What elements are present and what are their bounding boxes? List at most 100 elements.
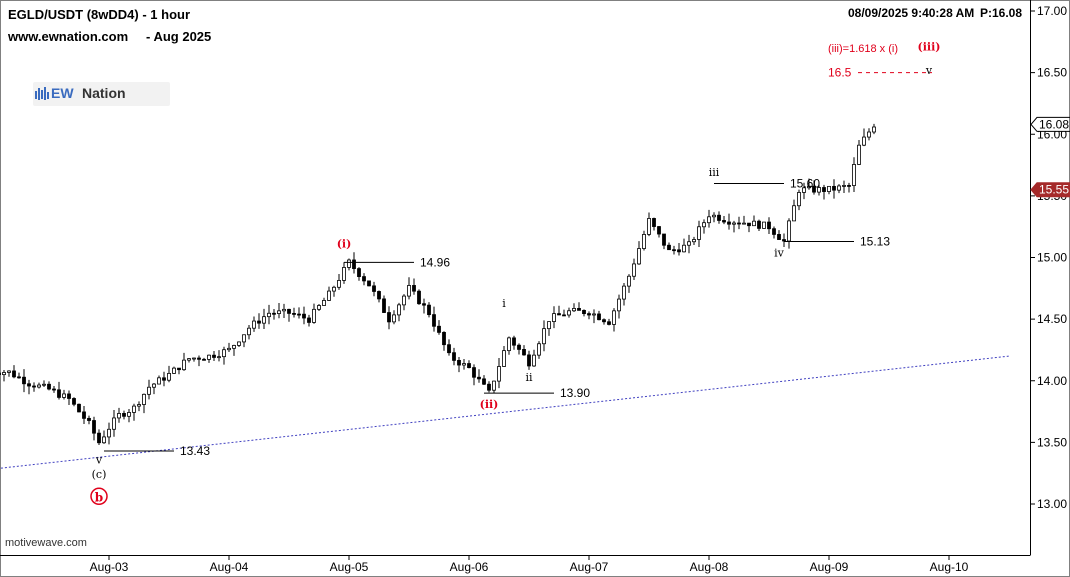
- candle-body: [357, 268, 361, 277]
- candle-body: [232, 345, 236, 349]
- candle-body: [702, 222, 706, 228]
- candle-body: [162, 377, 166, 381]
- candle-body: [307, 317, 311, 323]
- candle-body: [407, 285, 411, 297]
- candle-body: [727, 221, 731, 225]
- candle-body: [292, 313, 296, 315]
- candle-body: [477, 376, 481, 380]
- candle-body: [112, 417, 116, 430]
- candle-body: [742, 222, 746, 225]
- candle-body: [257, 320, 261, 324]
- candle-body: [2, 372, 6, 376]
- last-price-tag-label: 16.08: [1039, 117, 1069, 131]
- candle-body: [612, 310, 616, 325]
- candle-body: [117, 413, 121, 419]
- candle-body: [637, 248, 641, 265]
- candle-body: [47, 383, 51, 390]
- candle-body: [872, 126, 876, 133]
- target-formula: (iii)=1.618 x (i): [828, 43, 898, 55]
- wave-label: (i): [337, 238, 352, 251]
- logo-nation: Nation: [82, 85, 126, 101]
- candle-body: [687, 241, 691, 246]
- candle-body: [487, 383, 491, 391]
- candle-body: [317, 305, 321, 310]
- candle-body: [692, 239, 696, 243]
- candle-body: [802, 187, 806, 193]
- level-label: 13.90: [560, 386, 590, 400]
- y-tick-label: 15.00: [1037, 251, 1067, 265]
- candle-body: [312, 308, 316, 323]
- logo-ew: EW: [51, 85, 74, 101]
- candle-body: [447, 344, 451, 354]
- candle-body: [782, 239, 786, 242]
- candle-body: [167, 373, 171, 381]
- candle-body: [132, 405, 136, 413]
- candle-body: [557, 313, 561, 316]
- candle-body: [122, 413, 126, 417]
- candle-body: [787, 220, 791, 242]
- candle-body: [272, 312, 276, 315]
- candle-body: [772, 228, 776, 235]
- candle-body: [287, 308, 291, 314]
- candle-body: [342, 267, 346, 281]
- y-tick-label: 17.00: [1037, 4, 1067, 18]
- candle-body: [252, 320, 256, 329]
- candle-body: [522, 349, 526, 356]
- candle-body: [207, 354, 211, 360]
- candle-body: [382, 298, 386, 313]
- candle-body: [452, 352, 456, 361]
- candle-body: [662, 233, 666, 246]
- candle-body: [282, 308, 286, 312]
- candle-body: [222, 349, 226, 358]
- candle-body: [562, 314, 566, 317]
- candle-body: [182, 359, 186, 371]
- candle-body: [837, 185, 841, 191]
- candle-body: [757, 220, 761, 229]
- candle-body: [12, 370, 16, 378]
- candle-body: [367, 280, 371, 287]
- x-tick-label: Aug-04: [210, 560, 249, 574]
- target-annotation: (iii)=1.618 x (i) 16.5: [828, 43, 932, 80]
- level-label: 13.43: [180, 444, 210, 458]
- candle-body: [677, 249, 681, 253]
- candle-body: [537, 343, 541, 356]
- candle-body: [582, 309, 586, 315]
- x-tick-label: Aug-06: [450, 560, 489, 574]
- candle-body: [327, 290, 331, 301]
- candle-body: [532, 354, 536, 367]
- candle-body: [642, 234, 646, 249]
- target-value: 16.5: [828, 66, 852, 80]
- candle-body: [567, 310, 571, 316]
- candle-body: [437, 325, 441, 333]
- candle-body: [682, 244, 686, 253]
- site-url[interactable]: www.ewnation.com: [8, 29, 129, 44]
- candle-body: [722, 220, 726, 223]
- candle-body: [427, 304, 431, 316]
- candle-body: [822, 187, 826, 192]
- candle-body: [432, 314, 436, 327]
- wave-circle: [90, 487, 108, 506]
- price-axis: 13.0013.5014.0014.5015.0015.5016.0016.50…: [1030, 4, 1067, 511]
- candle-body: [492, 380, 496, 391]
- candle-body: [547, 321, 551, 330]
- ewnation-logo: EW Nation: [33, 82, 170, 106]
- logo-bars-icon: [35, 87, 49, 100]
- candle-body: [22, 376, 26, 385]
- candle-body: [497, 366, 501, 382]
- candles-layer: [0, 123, 876, 446]
- candle-body: [212, 354, 216, 358]
- candle-body: [627, 275, 631, 287]
- candle-body: [387, 312, 391, 323]
- candle-body: [82, 411, 86, 419]
- candle-body: [142, 393, 146, 405]
- y-tick-label: 16.50: [1037, 66, 1067, 80]
- wave-label: iii: [709, 166, 720, 179]
- wave-label: v: [925, 64, 933, 77]
- current-price-tag: [1030, 182, 1070, 198]
- x-tick-label: Aug-07: [570, 560, 609, 574]
- x-tick-label: Aug-05: [330, 560, 369, 574]
- candle-body: [622, 285, 626, 300]
- candle-body: [577, 308, 581, 311]
- candle-body: [777, 234, 781, 240]
